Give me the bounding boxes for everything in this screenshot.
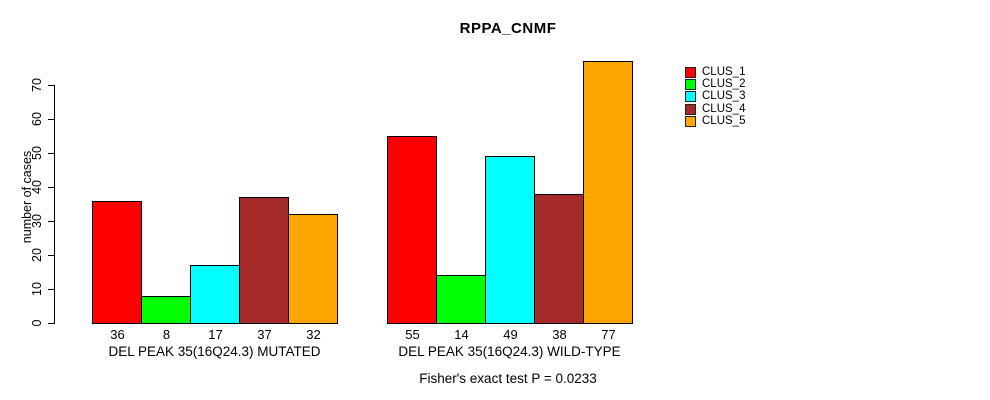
bar-value-label: 14 [454,327,469,342]
y-axis-tick [48,255,54,257]
y-axis-tick [48,221,54,223]
bar-clus_3-group2 [485,156,535,324]
bar-value-label: 36 [110,327,125,342]
bar-clus_5-group1 [288,214,338,324]
bar-value-label: 32 [306,327,321,342]
bar-value-label: 37 [257,327,272,342]
x-group-label: DEL PEAK 35(16Q24.3) MUTATED [108,344,321,359]
bar-clus_2-group2 [436,275,486,324]
legend-label: CLUS_5 [702,115,746,127]
bar-clus_1-group1 [92,201,142,324]
bar-value-label: 49 [503,327,518,342]
bar-value-label: 17 [208,327,223,342]
legend-color-swatch [685,67,696,78]
legend-color-swatch [685,104,696,115]
y-axis-tick [48,289,54,291]
y-axis-tick [48,85,54,87]
x-group-label: DEL PEAK 35(16Q24.3) WILD-TYPE [398,344,621,359]
y-axis-tick-label: 70 [30,78,44,92]
y-axis-title: number of cases [20,150,34,244]
legend-label: CLUS_2 [702,78,746,90]
bar-clus_3-group1 [190,265,240,324]
chart-title: RPPA_CNMF [459,20,557,37]
y-axis-tick-label: 10 [30,282,44,296]
y-axis-tick-label: 0 [30,319,44,327]
legend-label: CLUS_4 [702,103,746,115]
bar-value-label: 55 [405,327,420,342]
legend-label: CLUS_3 [702,90,746,102]
bar-clus_4-group1 [239,197,289,324]
legend-color-swatch [685,91,696,102]
y-axis-tick [48,119,54,121]
bar-clus_5-group2 [583,61,633,324]
legend-color-swatch [685,116,696,127]
bar-clus_4-group2 [534,194,584,324]
y-axis-tick-label: 60 [30,112,44,126]
y-axis-tick-label: 40 [30,180,44,194]
legend-color-swatch [685,79,696,90]
y-axis-tick-label: 30 [30,214,44,228]
y-axis-tick [48,187,54,189]
bar-value-label: 38 [552,327,567,342]
fisher-test-note: Fisher's exact test P = 0.0233 [419,371,597,386]
bar-value-label: 77 [601,327,616,342]
y-axis-tick [48,323,54,325]
y-axis-tick-label: 20 [30,248,44,262]
y-axis-line [54,85,56,324]
y-axis-tick-label: 50 [30,146,44,160]
y-axis-tick [48,153,54,155]
legend-label: CLUS_1 [702,66,746,78]
bar-value-label: 8 [162,327,171,342]
bar-clus_2-group1 [141,296,191,324]
bar-clus_1-group2 [387,136,437,324]
